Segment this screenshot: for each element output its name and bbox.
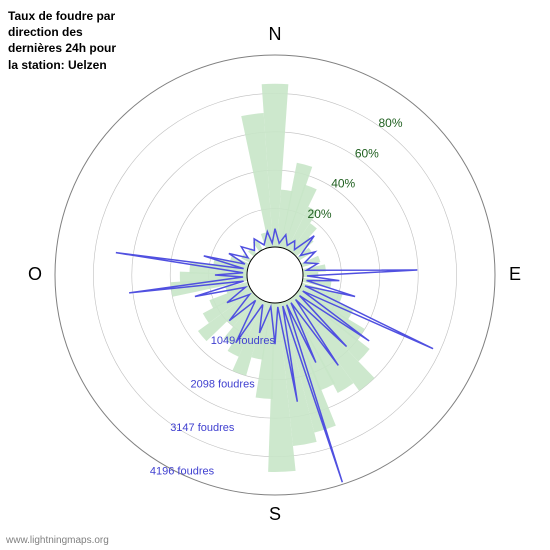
svg-text:80%: 80% (378, 116, 402, 130)
inner-circle (247, 247, 303, 303)
polar-chart: 20% 40% 60% 80% 1049 foudres 2098 foudres 314… (0, 0, 550, 550)
svg-text:40%: 40% (331, 177, 355, 191)
svg-text:60%: 60% (355, 146, 379, 160)
svg-text:1049 foudres: 1049 foudres (211, 335, 276, 347)
svg-text:N: N (269, 24, 282, 44)
source-footer: www.lightningmaps.org (6, 535, 109, 546)
svg-text:E: E (509, 264, 521, 284)
svg-text:2098 foudres: 2098 foudres (190, 378, 255, 390)
svg-text:4196 foudres: 4196 foudres (150, 465, 215, 477)
svg-text:20%: 20% (308, 207, 332, 221)
svg-text:O: O (28, 264, 42, 284)
svg-text:3147 foudres: 3147 foudres (170, 422, 235, 434)
svg-text:S: S (269, 504, 281, 524)
percent-labels: 20% 40% 60% 80% (308, 116, 403, 221)
